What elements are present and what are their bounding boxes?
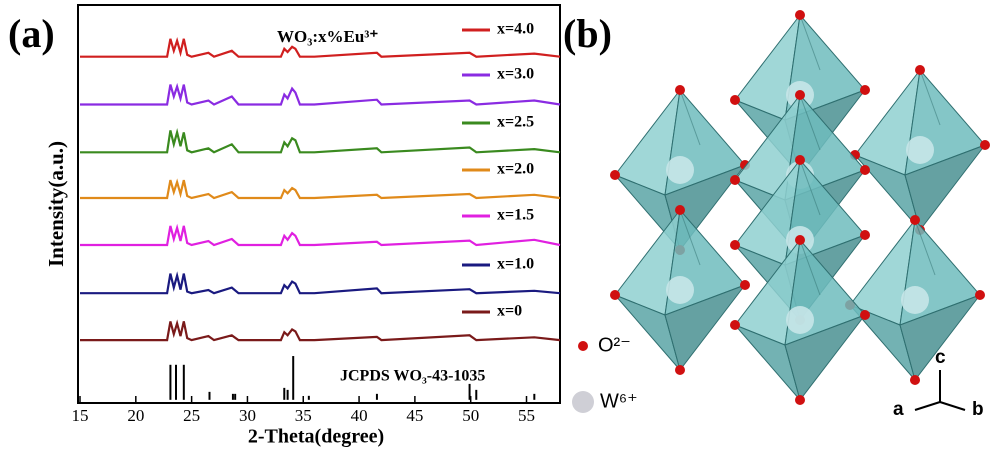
oxygen-atom (795, 90, 805, 100)
y-axis-label: Intensity(a.u.) (44, 141, 68, 267)
legend-label: x=1.0 (497, 256, 534, 273)
annotation: WO₃:x%Eu³⁺ (277, 27, 378, 46)
xrd-line (80, 180, 560, 198)
oxygen-atom (795, 155, 805, 165)
oxygen-atom (910, 375, 920, 385)
axis-indicator (915, 370, 965, 410)
legend-label: x=4.0 (497, 21, 534, 38)
oxygen-atom (610, 170, 620, 180)
panel-label: (b) (563, 11, 612, 56)
tungsten-atom (901, 286, 929, 314)
oxygen-atom (915, 65, 925, 75)
x-axis-label: 2-Theta(degree) (248, 426, 384, 448)
x-tick-label: 45 (406, 406, 423, 425)
reference-label: JCPDS WO₃-43-1035 (340, 368, 485, 385)
x-tick-label: 35 (295, 406, 312, 425)
legend-label: x=0 (497, 303, 522, 320)
x-tick-label: 25 (183, 406, 200, 425)
x-tick-label: 50 (462, 406, 479, 425)
oxygen-atom (730, 95, 740, 105)
oxygen-atom (730, 320, 740, 330)
oxygen-atom (860, 230, 870, 240)
oxygen-atom (860, 165, 870, 175)
xrd-line (80, 321, 560, 340)
oxygen-atom (860, 310, 870, 320)
x-tick-label: 20 (127, 406, 144, 425)
tungsten-atom (666, 156, 694, 184)
oxygen-atom (795, 395, 805, 405)
oxygen-atom (860, 85, 870, 95)
oxygen-atom (675, 205, 685, 215)
oxygen-legend-marker (578, 341, 588, 351)
xrd-line (80, 226, 560, 245)
legend-label: x=2.0 (497, 161, 534, 178)
xrd-line (80, 274, 560, 294)
axis-name: c (935, 347, 946, 368)
oxygen-atom (795, 10, 805, 20)
oxygen-atom (795, 235, 805, 245)
x-tick-label: 40 (351, 406, 368, 425)
oxygen-atom (740, 280, 750, 290)
oxygen-atom (675, 85, 685, 95)
legend-label: x=2.5 (497, 114, 534, 131)
x-tick-label: 55 (518, 406, 535, 425)
tungsten-atom (786, 306, 814, 334)
axis-name: a (893, 399, 904, 420)
oxygen-atom (730, 175, 740, 185)
tungsten-atom (906, 136, 934, 164)
oxygen-atom (675, 365, 685, 375)
x-tick-label: 15 (72, 406, 89, 425)
x-tick-label: 30 (239, 406, 256, 425)
plot-frame (78, 5, 560, 403)
legend-label: O²⁻ (598, 334, 631, 356)
axis-name: b (972, 399, 984, 420)
oxygen-atom (610, 290, 620, 300)
xrd-line (80, 85, 560, 105)
figure: (a) WO₃:x%Eu³⁺ 2-Theta(degree) Intensity… (0, 0, 990, 449)
crystal-structure (610, 10, 990, 405)
oxygen-atom (980, 140, 990, 150)
legend-label: x=1.5 (497, 207, 534, 224)
tungsten-legend-marker (572, 391, 594, 413)
oxygen-atom (975, 290, 985, 300)
oxygen-atom (910, 215, 920, 225)
oxygen-atom (730, 240, 740, 250)
legend-label: x=3.0 (497, 66, 534, 83)
tungsten-atom (666, 276, 694, 304)
panel-label: (a) (8, 11, 55, 56)
legend-label: W⁶⁺ (600, 390, 638, 412)
xrd-line (80, 130, 560, 152)
